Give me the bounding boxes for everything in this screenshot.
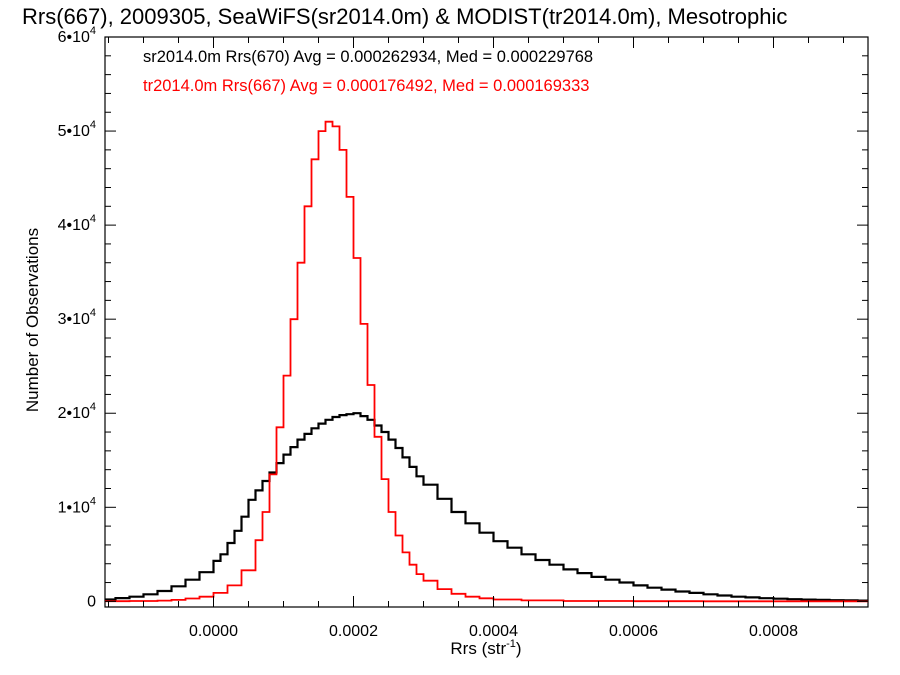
histogram-series-0 [105, 412, 868, 602]
chart-title: Rrs(667), 2009305, SeaWiFS(sr2014.0m) & … [22, 4, 787, 29]
y-tick-label: 4•104 [58, 213, 96, 234]
legend-entry-sr2014: sr2014.0m Rrs(670) Avg = 0.000262934, Me… [143, 48, 593, 66]
y-tick-label: 0 [87, 593, 96, 610]
x-tick-label: 0.0008 [749, 623, 798, 640]
x-axis-label-close: ) [516, 639, 522, 658]
y-axis-label: Number of Observations [23, 228, 42, 412]
x-axis-label-main: Rrs (str [450, 639, 506, 658]
histogram-series-1 [105, 120, 868, 603]
y-tick-label: 2•104 [58, 401, 96, 422]
x-tick-label: 0.0006 [609, 623, 658, 640]
series-group [105, 120, 868, 603]
y-tick-label: 1•104 [58, 495, 96, 516]
x-tick-label: 0.0004 [469, 623, 518, 640]
plot-area: 0.0000 0.0002 0.0004 0.0006 0.0008 0 1•104 2•10… [58, 25, 869, 640]
legend: sr2014.0m Rrs(670) Avg = 0.000262934, Me… [143, 48, 593, 95]
x-axis-label-sup: -1 [506, 638, 516, 650]
y-tick-label: 3•104 [58, 307, 96, 328]
ticks-group: 0.0000 0.0002 0.0004 0.0006 0.0008 0 1•104 2•10… [58, 25, 868, 640]
plot-frame [104, 36, 869, 608]
x-tick-label: 0.0002 [329, 623, 378, 640]
x-axis-label: Rrs (str-1) [450, 638, 521, 658]
legend-entry-tr2014: tr2014.0m Rrs(667) Avg = 0.000176492, Me… [143, 77, 589, 95]
x-tick-label: 0.0000 [189, 623, 238, 640]
y-tick-label: 6•104 [58, 25, 96, 46]
y-tick-label: 5•104 [58, 119, 96, 140]
